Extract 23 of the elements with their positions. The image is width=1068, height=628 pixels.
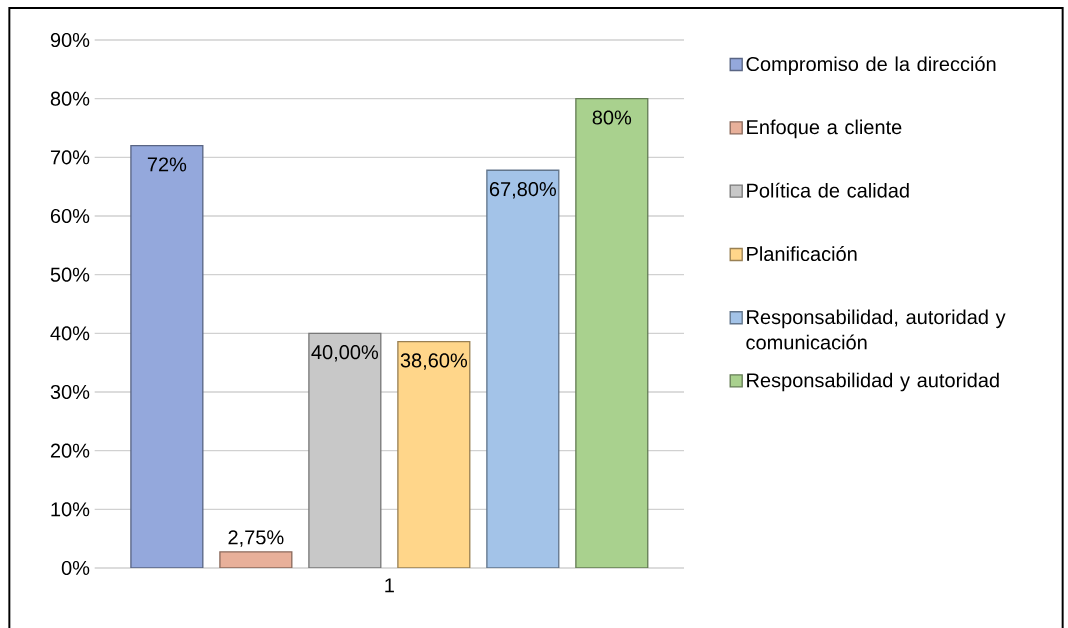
legend-label: Política de calidad — [747, 182, 909, 198]
y-tick-label: 40% — [50, 326, 90, 341]
legend-label: Compromiso de la dirección — [746, 56, 996, 76]
y-tick-label: 30% — [50, 384, 90, 400]
y-tick-label: 20% — [50, 443, 90, 458]
data-label: 2,75% — [228, 530, 284, 547]
data-label: 67,80% — [489, 182, 557, 199]
legend-label: Responsabilidad y autoridad — [747, 372, 999, 392]
y-tick-label: 80% — [50, 91, 90, 106]
data-label: 80% — [592, 110, 632, 125]
data-label: 40,00% — [311, 345, 379, 362]
y-tick-label: 90% — [50, 32, 90, 48]
y-tick-label: 70% — [50, 150, 90, 165]
legend-label: Planificación — [747, 246, 857, 262]
data-label: 72% — [147, 157, 187, 172]
legend-label: Enfoque a cliente — [747, 119, 902, 139]
y-tick-label: 60% — [50, 208, 90, 224]
x-tick-label: 1 — [385, 578, 394, 593]
legend-label: Responsabilidad, autoridad y comunicación — [746, 309, 1006, 350]
y-tick-label: 10% — [51, 502, 90, 517]
data-label: 38,60% — [400, 353, 468, 370]
y-tick-label: 0% — [61, 560, 90, 576]
y-tick-label: 50% — [50, 267, 90, 282]
